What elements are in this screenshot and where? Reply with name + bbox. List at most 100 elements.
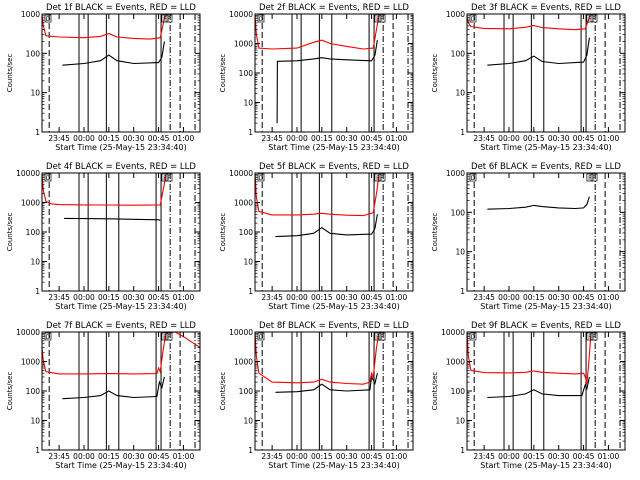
y-tick-label: 1 xyxy=(35,287,40,296)
panel-det-2f: Det 2f BLACK = Events, RED = LLD D F F 1 10 10… xyxy=(219,3,414,152)
plot-frame xyxy=(466,331,626,451)
panel-title: Det 7f BLACK = Events, RED = LLD xyxy=(46,321,196,331)
panel-title: Det 5f BLACK = Events, RED = LLD xyxy=(259,162,409,172)
x-axis-title: Start Time (25-May-15 23:34:40) xyxy=(55,143,186,152)
y-tick-label: 10 xyxy=(30,89,40,98)
flag-box xyxy=(165,14,173,23)
y-tick-label: 1000 xyxy=(21,199,40,208)
y-tick-label: 100 xyxy=(239,69,254,78)
flag-box xyxy=(257,173,265,182)
plot-frame xyxy=(41,331,201,451)
x-axis-title: Start Time (25-May-15 23:34:40) xyxy=(55,302,186,311)
flag-box xyxy=(469,332,477,341)
y-tick-label: 1 xyxy=(460,446,465,455)
panel-title: Det 6f BLACK = Events, RED = LLD xyxy=(471,162,621,172)
lld-series-line xyxy=(466,333,592,384)
x-tick-label: 01:00 xyxy=(173,293,195,302)
x-tick-label: 00:15 xyxy=(523,134,545,143)
x-tick-label: 23:45 xyxy=(261,134,283,143)
x-tick-label: 00:30 xyxy=(336,134,358,143)
y-axis-title: Counts/sec xyxy=(6,54,14,93)
y-axis-title: Counts/sec xyxy=(6,213,14,252)
flag-box xyxy=(257,332,265,341)
y-tick-label: 10 xyxy=(455,89,465,98)
y-axis-title: Counts/sec xyxy=(431,213,439,252)
x-axis-title: Start Time (25-May-15 23:34:40) xyxy=(480,143,611,152)
plot-frame xyxy=(254,331,414,451)
y-tick-label: 1000 xyxy=(446,358,465,367)
flag-label: F xyxy=(376,175,380,182)
x-tick-label: 23:45 xyxy=(48,452,70,461)
y-tick-label: 100 xyxy=(26,387,41,396)
panel-title: Det 8f BLACK = Events, RED = LLD xyxy=(259,321,409,331)
flag-box xyxy=(374,173,382,182)
flag-label: F xyxy=(376,16,380,23)
x-axis-title: Start Time (25-May-15 23:34:40) xyxy=(480,302,611,311)
y-tick-label: 10000 xyxy=(441,328,465,337)
panel-det-4f: Det 4f BLACK = Events, RED = LLD D F F 1 10 10… xyxy=(6,162,201,311)
y-tick-label: 100 xyxy=(239,228,254,237)
events-series-line xyxy=(276,40,378,124)
flag-label: D xyxy=(259,16,264,23)
x-tick-label: 01:00 xyxy=(173,452,195,461)
lld-series-line xyxy=(254,174,380,217)
x-tick-label: 00:45 xyxy=(361,134,383,143)
y-tick-label: 1000 xyxy=(234,358,253,367)
x-tick-label: 00:30 xyxy=(123,452,145,461)
lld-series-line xyxy=(254,333,380,385)
panel-title: Det 2f BLACK = Events, RED = LLD xyxy=(259,3,409,13)
flag-box xyxy=(590,332,598,341)
panel-det-1f: Det 1f BLACK = Events, RED = LLD D F F 1 10 10… xyxy=(6,3,201,152)
y-tick-label: 10000 xyxy=(229,169,253,178)
events-series-line xyxy=(62,41,165,66)
y-axis-title: Counts/sec xyxy=(6,372,14,411)
y-tick-label: 1000 xyxy=(234,199,253,208)
y-tick-label: 10000 xyxy=(16,169,40,178)
y-tick-label: 100 xyxy=(451,208,466,217)
x-tick-label: 00:00 xyxy=(286,293,308,302)
x-tick-label: 01:00 xyxy=(598,134,620,143)
panel-det-8f: Det 8f BLACK = Events, RED = LLD D F F 1 10 10… xyxy=(219,321,414,470)
plot-frame xyxy=(41,13,201,133)
flag-label: F xyxy=(588,16,592,23)
flag-box xyxy=(469,173,477,182)
y-tick-label: 10 xyxy=(243,258,253,267)
x-tick-label: 00:00 xyxy=(286,452,308,461)
panel-det-5f: Det 5f BLACK = Events, RED = LLD D F F 1 10 10… xyxy=(219,162,414,311)
y-axis-title: Counts/sec xyxy=(431,372,439,411)
y-tick-label: 1 xyxy=(35,128,40,137)
x-tick-label: 00:15 xyxy=(98,293,120,302)
flag-box xyxy=(374,332,382,341)
flag-label: F xyxy=(380,175,384,182)
x-tick-label: 00:30 xyxy=(548,293,570,302)
flag-box xyxy=(586,332,594,341)
flag-label: F xyxy=(588,334,592,341)
y-tick-label: 1000 xyxy=(446,10,465,19)
lld-series-line xyxy=(254,15,380,50)
x-tick-label: 00:15 xyxy=(98,134,120,143)
flag-box xyxy=(378,332,386,341)
flag-label: D xyxy=(471,334,476,341)
y-axis-title: Counts/sec xyxy=(219,372,227,411)
flag-label: F xyxy=(163,175,167,182)
x-tick-label: 00:45 xyxy=(361,293,383,302)
panel-title: Det 1f BLACK = Events, RED = LLD xyxy=(46,3,196,13)
y-axis-title: Counts/sec xyxy=(431,54,439,93)
flag-box xyxy=(44,173,52,182)
flag-box xyxy=(257,14,265,23)
panel-det-9f: Det 9f BLACK = Events, RED = LLD D F F 1 10 10… xyxy=(431,321,626,470)
y-tick-label: 1 xyxy=(248,128,253,137)
x-axis-title: Start Time (25-May-15 23:34:40) xyxy=(268,461,399,470)
panel-det-3f: Det 3f BLACK = Events, RED = LLD D F F 1 10 10… xyxy=(431,3,626,152)
y-tick-label: 100 xyxy=(451,387,466,396)
panel-title: Det 9f BLACK = Events, RED = LLD xyxy=(471,321,621,331)
y-axis-title: Counts/sec xyxy=(219,54,227,93)
flag-box xyxy=(586,14,594,23)
x-tick-label: 23:45 xyxy=(473,293,495,302)
y-tick-label: 1 xyxy=(460,287,465,296)
x-tick-label: 01:00 xyxy=(598,293,620,302)
flag-box xyxy=(590,173,598,182)
panel-title: Det 3f BLACK = Events, RED = LLD xyxy=(471,3,621,13)
flag-box xyxy=(374,14,382,23)
